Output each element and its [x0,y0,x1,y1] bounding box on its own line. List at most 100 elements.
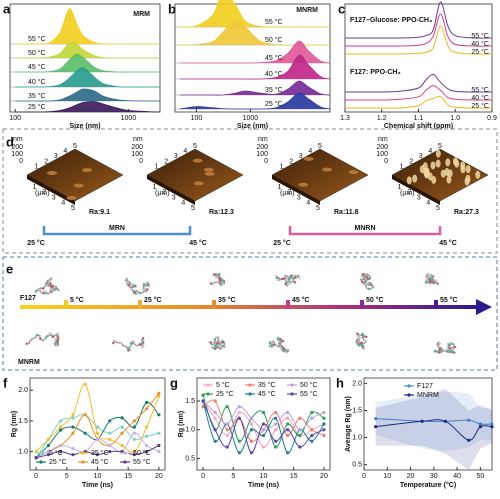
atom [213,272,216,276]
y-axis-label: Rg (nm) [11,411,18,437]
z-unit: nm [258,136,268,143]
atom [279,338,282,341]
xy-tick-label: 1 [280,164,284,171]
group-end: 45 °C [439,239,457,247]
data-point [46,437,51,441]
x-tick-label: 0 [362,473,366,480]
atom [54,338,57,342]
ridge-fill [15,101,160,113]
data-point [157,443,161,448]
atom [222,279,226,283]
atom [134,291,137,294]
ridge-line [15,8,160,45]
x-axis-label: Temperature (°C) [400,481,456,489]
atom [145,282,148,286]
xy-tick-label: 5 [73,143,77,150]
ridge-line [15,53,160,73]
x-axis-label: Time (ns) [248,482,279,489]
series-label: 40 °C [471,94,489,102]
atom [362,272,365,276]
xy-tick-label: 5 [316,205,320,212]
atom [281,347,285,351]
atom [365,276,369,279]
afm-feature [66,196,77,201]
xy-tick-label: 4 [183,148,187,155]
afm-feature [412,174,418,183]
x-tick-label: 100 [191,115,203,122]
x-tick-label: 20 [320,473,328,480]
series-label: 40 °C [471,40,489,48]
data-point [108,431,112,435]
series-label: 50 °C [265,36,283,44]
data-point [83,413,87,417]
data-point [273,445,278,449]
afm-side [27,175,75,205]
series-line [202,400,325,454]
atom [45,284,49,287]
legend-label: F127 [417,383,433,390]
atom [43,290,47,293]
row-label: MNRM [18,359,40,366]
y-tick-label: 2.0 [352,380,362,387]
data-point [420,419,424,423]
panel-label: a [3,1,11,16]
data-point [374,416,378,421]
atom [49,282,52,285]
nmr-line [344,1,493,39]
afm-feature [298,182,309,187]
data-point [59,450,63,454]
legend-marker [81,451,85,455]
atom [297,276,301,279]
group-label: F127–Glucose: PPO-CH₃ [350,17,432,24]
atom [360,341,363,344]
x-tick-label: 15 [124,473,132,480]
y-tick-label: 1.0 [18,448,28,455]
x-tick-label: 15 [290,473,298,480]
legend-marker [39,451,43,455]
nmr-line [345,13,493,47]
x-axis-label: Size (nm) [69,123,100,130]
atom [141,341,145,345]
xy-tick-label: 5 [193,143,197,150]
panel-label: f [3,375,8,390]
data-point [144,450,149,454]
y-tick-label: 0.5 [185,455,195,462]
data-point [249,451,254,455]
atom [361,275,365,279]
ridge-fill [15,88,160,102]
data-point [490,425,494,429]
roughness: Ra:27.3 [454,209,479,216]
z-unit: nm [13,136,23,143]
x-tick-label: 0 [34,473,38,480]
data-point [83,382,87,386]
data-point [46,443,51,448]
data-point [249,416,254,420]
ridge-line [180,54,331,80]
legend-label: MNRM [417,392,439,399]
data-point [310,416,314,420]
temperature-label: 55 °C [440,296,458,304]
x-tick-label: 10 [260,473,268,480]
panel-e-frame [2,256,498,371]
data-point [298,416,302,420]
data-point [249,439,254,443]
atom [141,337,145,340]
data-point [213,439,217,443]
plot-frame [174,3,331,113]
xy-unit: (µm) [400,190,415,197]
data-point [34,456,38,460]
legend-marker [290,383,294,387]
data-point [322,428,326,432]
data-point [120,416,124,420]
legend-label: 55 °C [300,390,318,398]
legend-label: 50 °C [300,381,318,389]
atom [37,288,41,291]
z-tick-label: 0 [139,158,143,165]
xy-unit: (µm) [155,190,170,197]
data-point [490,422,494,426]
atom [56,342,60,346]
afm-feature [73,183,84,188]
group-end: 45 °C [189,239,207,247]
afm-feature [446,175,452,184]
temperature-marker [138,300,142,309]
